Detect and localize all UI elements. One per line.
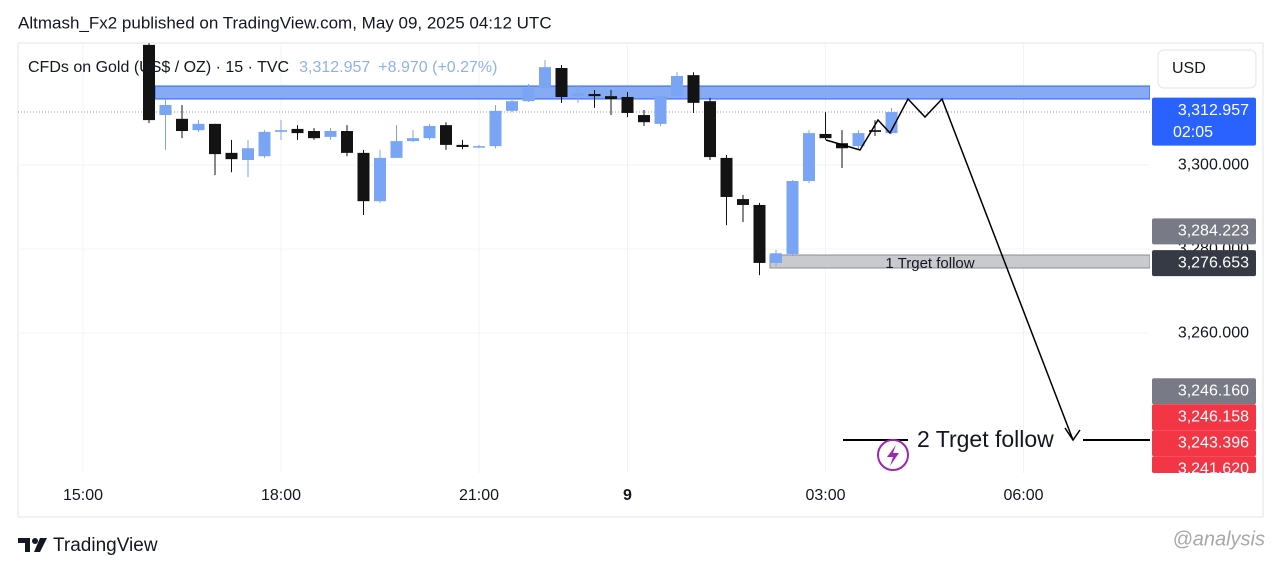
price-tag-label: 3,312.957 <box>1178 102 1249 119</box>
candle-body <box>803 133 815 182</box>
candle-body <box>720 157 733 197</box>
candle-body <box>407 138 419 142</box>
candle-body <box>687 75 700 103</box>
candle-body <box>869 130 881 132</box>
x-tick-label: 21:00 <box>459 487 499 504</box>
candle-body <box>671 75 683 97</box>
candle-body <box>341 131 353 153</box>
target-1-label: 1 Trget follow <box>885 255 974 272</box>
candle-body <box>819 133 832 139</box>
candle-body <box>143 44 155 121</box>
price-tag <box>1152 250 1256 277</box>
candle-body <box>357 152 370 202</box>
price-tag-countdown: 02:05 <box>1173 124 1213 141</box>
plot-area: 1 Trget follow 2 Trget follow <box>18 43 1150 471</box>
target-2-label: 2 Trget follow <box>917 426 1054 452</box>
price-tag-label: 3,276.653 <box>1178 254 1249 271</box>
candle-body <box>588 94 601 97</box>
price-tag-label: 3,246.158 <box>1178 408 1249 425</box>
price-tag <box>1152 218 1256 245</box>
price-tag <box>1152 378 1256 405</box>
candle-body <box>572 93 584 97</box>
candle-body <box>275 130 287 132</box>
symbol-line: CFDs on Gold (US$ / OZ) · 15 · TVC 3,312.… <box>28 59 497 76</box>
candle-body <box>770 253 782 263</box>
price-tag <box>1152 430 1256 457</box>
logo-part <box>34 538 47 552</box>
projection-arrow <box>1064 427 1081 442</box>
candle-body <box>539 67 551 89</box>
price-tag <box>1152 456 1256 473</box>
candle-body <box>192 123 205 131</box>
x-tick-label: 9 <box>623 487 632 504</box>
last-price: 3,312.957 <box>299 59 370 76</box>
price-change: +8.970 (+0.27%) <box>378 59 497 76</box>
candle-body <box>836 143 848 149</box>
x-tick-label: 18:00 <box>261 487 301 504</box>
price-tag <box>1152 404 1256 431</box>
candles <box>143 43 898 276</box>
candle-body <box>242 148 254 161</box>
candle-body <box>176 118 188 132</box>
candle-body <box>555 67 568 97</box>
candle-body <box>786 181 799 255</box>
y-tick-label: 3,260.000 <box>1178 324 1249 341</box>
candle-body <box>291 128 304 134</box>
candle-body <box>209 123 221 155</box>
price-tags: 3,312.957 02:05 3,284.223 3,276.653 3,246.16… <box>1152 97 1256 477</box>
price-tag-label: 3,284.223 <box>1178 223 1249 240</box>
candle-body <box>308 131 320 139</box>
logo-part <box>32 538 38 544</box>
candle-body <box>522 88 535 102</box>
currency-button[interactable] <box>1157 49 1257 89</box>
candle-body <box>605 96 617 100</box>
candle-body <box>737 199 749 205</box>
price-tag-label: 3,241.620 <box>1178 460 1249 477</box>
candle-body <box>440 125 452 145</box>
candle-body <box>506 101 518 111</box>
projection-path <box>825 97 1074 441</box>
x-tick-label: 15:00 <box>63 487 103 504</box>
resistance-zone <box>154 85 1150 100</box>
candle-body <box>390 141 403 158</box>
y-tick-label: 3,300.000 <box>1178 156 1249 173</box>
candle-body <box>258 131 271 157</box>
brand-logo <box>18 538 47 552</box>
publish-info: Altmash_Fx2 published on TradingView.com… <box>18 13 552 32</box>
candle-body <box>423 125 436 139</box>
symbol: CFDs on Gold (US$ / OZ) · 15 · TVC <box>28 59 289 76</box>
candle-body <box>638 115 650 123</box>
candle-body <box>374 157 386 202</box>
x-tick-label: 03:00 <box>805 487 845 504</box>
logo-part <box>18 538 30 552</box>
brand: TradingView <box>53 535 158 556</box>
alert-bolt <box>887 445 899 466</box>
candle-body <box>621 96 634 113</box>
price-tag-label: 3,246.160 <box>1178 382 1249 399</box>
candle-body <box>704 101 716 158</box>
candle-body <box>456 144 469 147</box>
chart-frame <box>17 42 1264 518</box>
price-tag-label: 3,243.396 <box>1178 434 1249 451</box>
candle-body <box>852 133 865 147</box>
currency: USD <box>1172 60 1206 77</box>
candle-body <box>159 104 172 116</box>
candle-body <box>489 110 502 147</box>
watermark: @analysis <box>1172 528 1265 550</box>
candle-body <box>885 112 898 134</box>
price-tag <box>1152 97 1256 146</box>
candle-body <box>324 131 337 137</box>
candle-body <box>225 152 238 160</box>
x-tick-label: 06:00 <box>1003 487 1043 504</box>
candle-body <box>654 96 667 124</box>
candle-body <box>473 146 485 148</box>
candle-body <box>753 204 766 263</box>
